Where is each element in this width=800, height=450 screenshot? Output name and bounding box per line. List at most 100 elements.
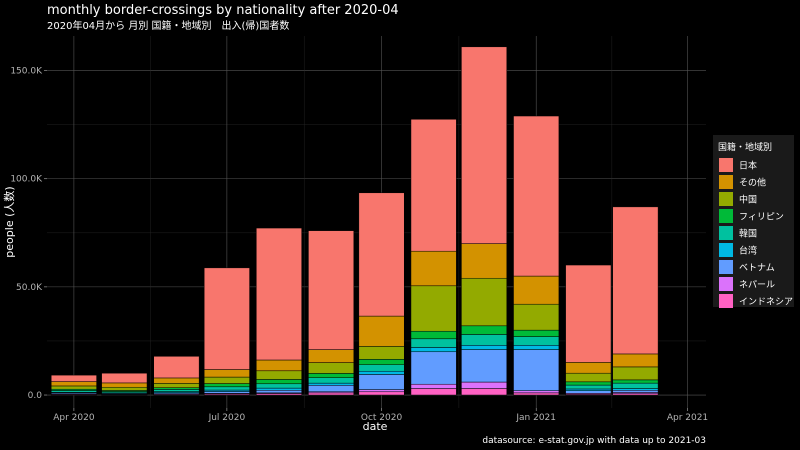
bar-segment bbox=[101, 382, 148, 388]
bar-segment bbox=[358, 391, 405, 396]
bar-segment bbox=[513, 303, 560, 331]
bar-segment bbox=[461, 46, 508, 244]
bar-segment bbox=[308, 373, 355, 378]
bar-segment bbox=[565, 362, 612, 374]
legend-swatch bbox=[719, 209, 733, 223]
bar-segment bbox=[410, 338, 457, 348]
bar-segment bbox=[410, 250, 457, 287]
bar-segment bbox=[50, 374, 97, 382]
bar-segment bbox=[612, 206, 659, 355]
bar-segment bbox=[513, 349, 560, 391]
bar-segment bbox=[513, 275, 560, 305]
legend-label: フィリピン bbox=[739, 212, 784, 223]
bar-segment bbox=[461, 349, 508, 383]
x-tick-label: Apr 2020 bbox=[53, 413, 95, 423]
bar-segment bbox=[308, 377, 355, 384]
legend-swatch bbox=[719, 175, 733, 189]
bar-segment bbox=[203, 383, 250, 388]
bar-segment bbox=[308, 349, 355, 363]
bar-segment bbox=[513, 336, 560, 346]
bar-segment bbox=[461, 334, 508, 346]
legend-label: 韓国 bbox=[739, 229, 757, 240]
bar-segment bbox=[410, 119, 457, 252]
legend-swatch bbox=[719, 294, 733, 308]
bar-segment bbox=[612, 379, 659, 384]
legend-label: ベトナム bbox=[739, 263, 775, 274]
y-tick-label: 100.0K bbox=[10, 175, 43, 185]
bar-segment bbox=[256, 390, 302, 394]
bar-segment bbox=[203, 376, 250, 384]
bar-segment bbox=[308, 362, 355, 374]
bar-segment bbox=[308, 230, 355, 350]
bar-segment bbox=[203, 369, 250, 378]
legend-label: 台湾 bbox=[739, 245, 757, 257]
bar-segment bbox=[256, 359, 302, 372]
bar-segment bbox=[410, 351, 457, 385]
bar-segment bbox=[358, 359, 405, 365]
legend-label: 日本 bbox=[739, 160, 757, 172]
bar-segment bbox=[410, 388, 457, 396]
legend-swatch bbox=[719, 158, 733, 172]
bar-segment bbox=[513, 345, 560, 350]
x-tick-label: Jan 2021 bbox=[515, 413, 556, 423]
chart-title: monthly border-crossings by nationality … bbox=[47, 3, 399, 18]
bar-segment bbox=[410, 330, 457, 340]
bar-segment bbox=[612, 366, 659, 381]
bar-segment bbox=[153, 356, 200, 379]
bar-segment bbox=[513, 329, 560, 337]
bar-segment bbox=[153, 389, 200, 392]
legend-swatch bbox=[719, 192, 733, 206]
legend-label: 中国 bbox=[739, 194, 757, 206]
bar-segment bbox=[461, 325, 508, 335]
bar-segment bbox=[101, 372, 148, 384]
bar-segment bbox=[153, 383, 200, 388]
legend-label: ネパール bbox=[739, 280, 775, 291]
bar-segment bbox=[203, 267, 250, 370]
bar-segment bbox=[461, 388, 508, 396]
legend-label: その他 bbox=[739, 177, 766, 189]
bar-segment bbox=[50, 385, 97, 390]
bar-segment bbox=[513, 392, 560, 396]
bar-segment bbox=[565, 372, 612, 383]
bar-segment bbox=[203, 391, 250, 394]
bar-segment bbox=[565, 390, 612, 394]
bar-segment bbox=[565, 388, 612, 391]
bar-segment bbox=[612, 390, 659, 393]
bar-segment bbox=[256, 379, 302, 385]
bar-segment bbox=[358, 315, 405, 347]
legend-label: インドネシア bbox=[739, 297, 793, 308]
bar-segment bbox=[50, 381, 97, 387]
bar-segment bbox=[153, 377, 200, 384]
bar-segment bbox=[358, 192, 405, 317]
bar-segment bbox=[358, 364, 405, 372]
bars bbox=[50, 46, 659, 396]
x-axis-ticks: Apr 2020 Jul 2020 Oct 2020 Jan 2021 Apr 2021 bbox=[53, 408, 708, 423]
legend-swatch bbox=[719, 277, 733, 291]
y-tick-label: 150.0K bbox=[10, 67, 43, 77]
bar-segment bbox=[612, 382, 659, 389]
bar-segment bbox=[565, 381, 612, 386]
bar-segment bbox=[358, 346, 405, 360]
y-axis-ticks: 0.0 50.0K 100.0K 150.0K bbox=[10, 67, 47, 401]
y-tick-label: 0.0 bbox=[28, 391, 43, 401]
bar-segment bbox=[308, 385, 355, 393]
bar-segment bbox=[612, 388, 659, 391]
bar-segment bbox=[358, 389, 405, 393]
bar-segment bbox=[358, 370, 405, 375]
chart-caption: datasource: e-stat.gov.jp with data up t… bbox=[482, 436, 706, 446]
x-axis-title: date bbox=[363, 420, 388, 433]
bar-segment bbox=[612, 353, 659, 368]
legend-swatch bbox=[719, 260, 733, 274]
bar-segment bbox=[513, 115, 560, 277]
bar-segment bbox=[256, 370, 302, 380]
bar-segment bbox=[410, 347, 457, 353]
x-tick-label: Jul 2020 bbox=[208, 413, 246, 423]
bar-segment bbox=[308, 382, 355, 386]
bar-segment bbox=[461, 243, 508, 279]
bar-segment bbox=[203, 386, 250, 391]
bar-segment bbox=[50, 390, 97, 393]
legend-swatch bbox=[719, 243, 733, 257]
y-tick-label: 50.0K bbox=[16, 283, 43, 293]
